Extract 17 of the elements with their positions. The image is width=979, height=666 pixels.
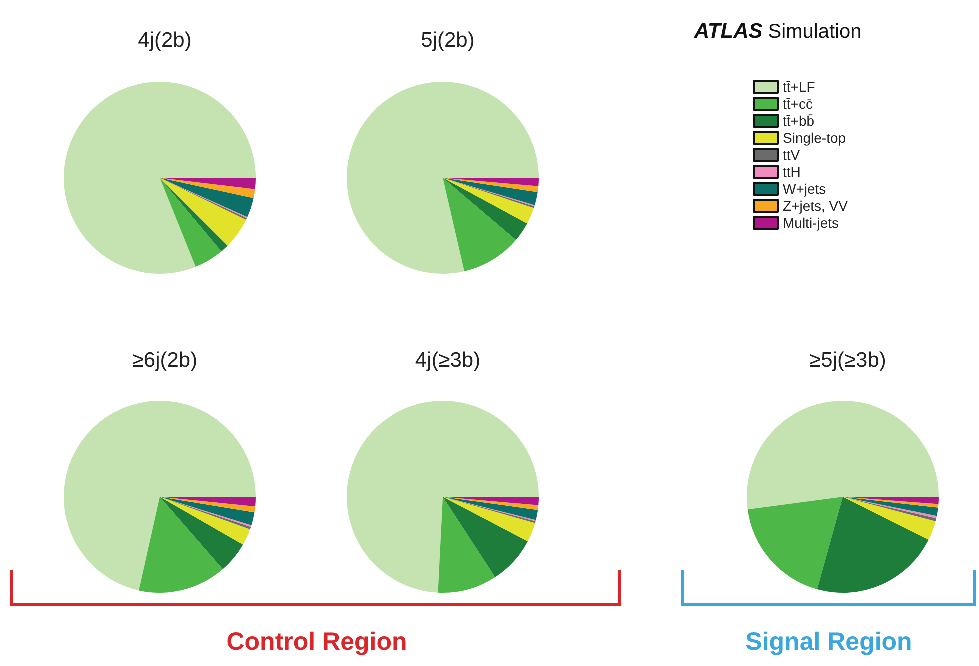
chart-title: ≥5j(≥3b) bbox=[810, 349, 886, 372]
legend-label: tt̄+bb̄ bbox=[783, 113, 815, 129]
legend-label: tt̄+LF bbox=[783, 79, 816, 95]
text: Signal Region bbox=[746, 628, 912, 657]
legend-label: W+jets bbox=[783, 181, 826, 197]
chart-title: 4j(≥3b) bbox=[415, 349, 481, 372]
legend-label: ttV bbox=[783, 147, 801, 163]
legend-label: ttH bbox=[783, 164, 801, 180]
chart-title: 4j(2b) bbox=[138, 29, 192, 52]
legend-label: Z+jets, VV bbox=[783, 198, 849, 214]
chart-title: 5j(2b) bbox=[421, 29, 475, 52]
text: ATLAS Simulation bbox=[694, 20, 862, 43]
legend-label: tt̄+cc̄ bbox=[783, 96, 813, 112]
chart-title: ≥6j(2b) bbox=[132, 349, 198, 372]
text: Control Region bbox=[226, 628, 408, 657]
legend-label: Multi-jets bbox=[783, 215, 840, 231]
legend-label: Single-top bbox=[783, 130, 846, 146]
